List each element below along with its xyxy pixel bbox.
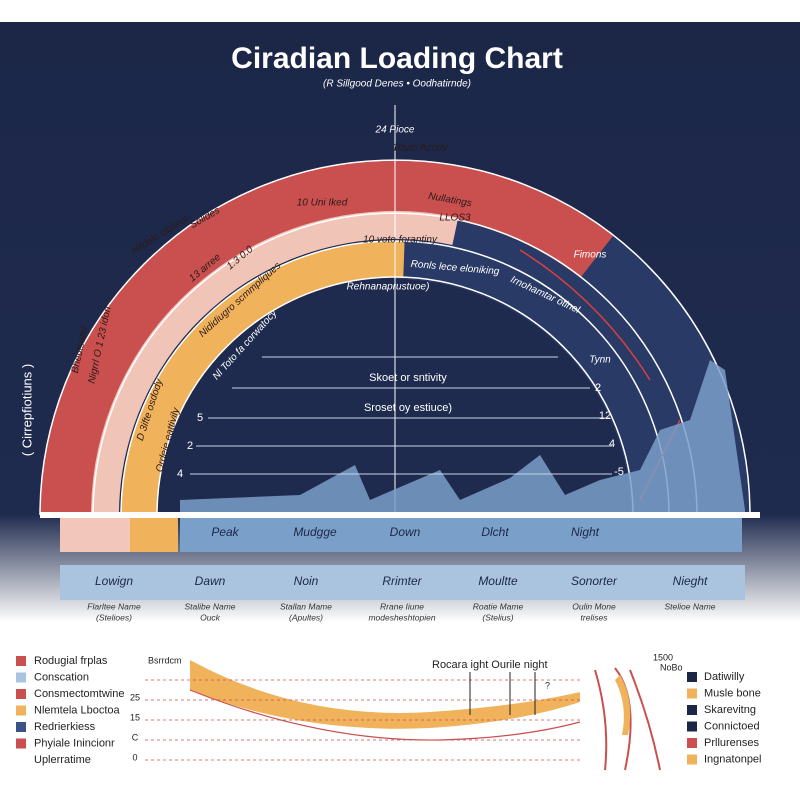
- time-label: Nieght: [673, 574, 708, 588]
- side-label: ( Cirrepfiotiuns ): [19, 364, 34, 456]
- corner-label: Bsrrdcm: [148, 655, 182, 665]
- legend-swatch: [687, 705, 697, 715]
- arc-label: Tynn: [589, 355, 611, 366]
- lower-mark: NoBo: [660, 662, 683, 672]
- left-tick: 2: [187, 440, 193, 452]
- subtitle: (R Sillgood Denes • Oodhatirnde): [323, 79, 471, 90]
- lower-band: [190, 660, 580, 729]
- arc-label: 24 Pioce: [375, 125, 415, 136]
- lower-tick: 15: [130, 712, 140, 722]
- legend-swatch: [16, 672, 26, 683]
- phase-bar: [180, 518, 742, 552]
- red-arrow: [519, 249, 651, 381]
- orange-band: [121, 241, 405, 516]
- title: Ciradian Loading Chart: [231, 42, 563, 75]
- legend-label: Nlemtela Lboctoa: [34, 704, 120, 716]
- right-tick: -5: [614, 466, 624, 478]
- phase-label: Down: [390, 525, 421, 539]
- time-note: Rrane Iiune: [380, 601, 424, 611]
- lower-title: Rocara ight Ourile night: [432, 659, 548, 671]
- lower-tick: C: [132, 732, 139, 742]
- arc-art: [39, 105, 760, 600]
- lower-line: [189, 689, 581, 741]
- right-tick: 4: [609, 438, 615, 450]
- right-tick: 2: [595, 382, 601, 394]
- arc-label: LLOS3: [439, 213, 471, 224]
- phase-label: Night: [571, 525, 600, 539]
- pink-strip: [60, 518, 130, 552]
- inner-label: Sroset oy estiuce): [364, 402, 452, 414]
- time-label: Moultte: [478, 574, 518, 588]
- time-note: Stallan Mame: [280, 601, 332, 611]
- time-note: Flarltee Name: [87, 601, 141, 611]
- legend-label: Redrierkiess: [34, 721, 96, 733]
- arc-label: Rehnanaprustuoe): [347, 282, 430, 293]
- legend-label: Uplerratime: [34, 754, 91, 766]
- orange-strip: [130, 518, 178, 552]
- lower-mark: ?: [545, 680, 550, 690]
- left-tick: 5: [197, 412, 203, 424]
- legend-label: Phyiale Inincionr: [34, 737, 115, 749]
- legend-label: Conscation: [34, 671, 89, 683]
- time-note: Stelioe Name: [664, 601, 715, 611]
- time-note: Stalibe Name: [184, 601, 235, 611]
- time-note: modesheshtopien: [368, 612, 435, 622]
- time-note: Roatie Mame: [473, 601, 524, 611]
- pink-band: [91, 211, 459, 516]
- phase-label: Peak: [211, 525, 239, 539]
- time-note: (Stelioes): [96, 612, 132, 622]
- legend-label: Skarevitng: [704, 704, 756, 716]
- legend-label: Rodugial frplas: [34, 655, 108, 667]
- time-note: (Stelius): [482, 612, 513, 622]
- arc-label: Fimons: [574, 250, 607, 261]
- lower-tick: 0: [132, 752, 137, 762]
- time-label: Dawn: [195, 574, 226, 588]
- arc-label: 10 Uni Iked: [297, 198, 348, 209]
- legend-label: Musle bone: [704, 687, 761, 699]
- time-note: Oulin Mone: [572, 601, 616, 611]
- inner-label: Skoet or sntivity: [369, 372, 447, 384]
- phase-label: Mudgge: [293, 525, 337, 539]
- left-tick: 4: [177, 468, 183, 480]
- base-bar: [40, 512, 760, 518]
- legend-label: Consmectomtwine: [34, 688, 124, 700]
- legend-swatch: [16, 689, 26, 699]
- legend-label: Prllurenses: [704, 737, 760, 749]
- legend-label: Datiwilly: [704, 671, 745, 683]
- legend-swatch: [687, 672, 697, 682]
- legend-swatch: [687, 738, 697, 748]
- time-note: trelises: [581, 612, 609, 622]
- lower-tick: 25: [130, 692, 140, 702]
- legend-label: Ingnatonpel: [704, 753, 762, 765]
- lower-mark: 1500: [653, 652, 673, 662]
- time-label: Lowign: [95, 574, 133, 588]
- legend-label: Connictoed: [704, 720, 760, 732]
- legend-swatch: [16, 656, 26, 666]
- legend-swatch: [16, 722, 26, 732]
- figure-fill: [615, 675, 631, 735]
- arc-label: 10uth Acody: [392, 143, 448, 154]
- legend-swatch: [687, 721, 697, 732]
- legend-swatch: [687, 688, 697, 699]
- legend-swatch: [16, 738, 26, 749]
- time-label: Noin: [294, 574, 319, 588]
- arc-label: 10 voto forantiny: [363, 235, 438, 246]
- legend-swatch: [687, 754, 697, 765]
- red-band: [40, 160, 614, 516]
- activity-area: [180, 360, 745, 515]
- time-note: Ouck: [200, 612, 221, 622]
- time-note: (Apultes): [289, 612, 323, 622]
- time-label: Sonorter: [571, 574, 618, 588]
- time-label: Rrimter: [382, 574, 422, 588]
- phase-label: Dlcht: [481, 525, 509, 539]
- time-bar: [60, 565, 745, 600]
- legend-swatch: [16, 705, 26, 716]
- right-tick: 12: [599, 410, 611, 422]
